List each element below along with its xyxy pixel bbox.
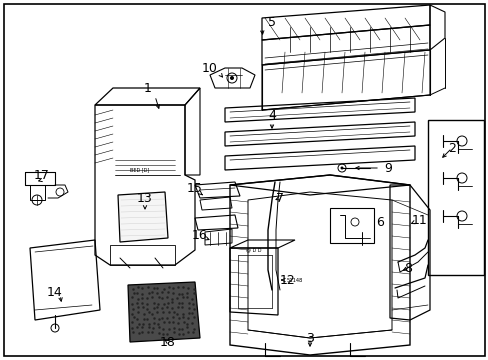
- Text: BED [D]: BED [D]: [130, 167, 149, 172]
- Text: 13: 13: [137, 192, 153, 204]
- Text: 1: 1: [144, 81, 152, 95]
- Polygon shape: [128, 282, 200, 342]
- Text: 12: 12: [280, 274, 295, 287]
- Text: 3: 3: [305, 332, 313, 345]
- Text: 5: 5: [267, 15, 275, 28]
- Text: 4: 4: [267, 108, 275, 122]
- Text: 7: 7: [275, 192, 284, 204]
- Polygon shape: [118, 192, 168, 242]
- Text: 14: 14: [47, 285, 63, 298]
- Text: 18: 18: [160, 336, 176, 348]
- Text: 51148: 51148: [286, 278, 303, 283]
- Text: 10: 10: [202, 62, 218, 75]
- Text: 9: 9: [383, 162, 391, 175]
- Text: 8: 8: [403, 261, 411, 274]
- Text: 16: 16: [192, 229, 207, 242]
- Text: @ D D: @ D D: [246, 248, 261, 252]
- Bar: [427, 120, 483, 275]
- Text: 17: 17: [34, 168, 50, 181]
- Text: 15: 15: [187, 181, 203, 194]
- Circle shape: [340, 166, 343, 170]
- Text: 6: 6: [375, 216, 383, 229]
- Text: 11: 11: [411, 213, 427, 226]
- Text: 2: 2: [447, 141, 455, 154]
- Bar: [329, 208, 373, 243]
- Circle shape: [229, 76, 234, 80]
